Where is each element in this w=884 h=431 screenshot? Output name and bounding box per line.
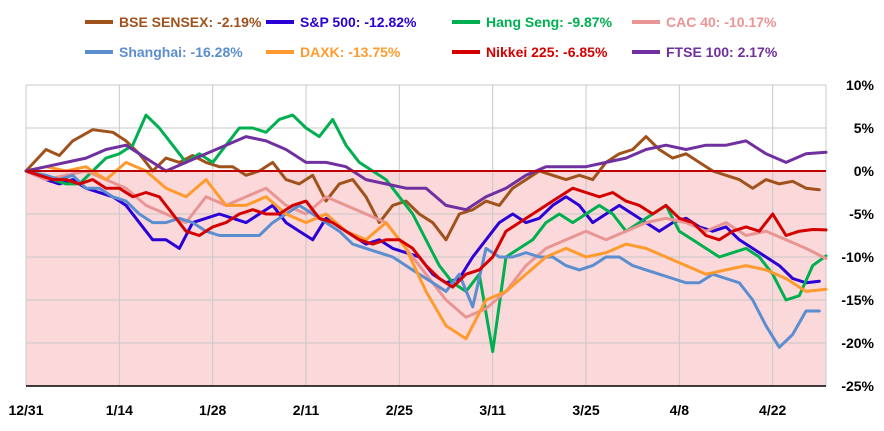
y-tick-label: -5% — [849, 206, 874, 222]
x-tick-label: 3/11 — [479, 402, 506, 418]
series-line — [24, 169, 828, 289]
y-tick-label: 5% — [854, 120, 875, 136]
series-line — [24, 160, 828, 341]
x-tick-label: 2/25 — [386, 402, 413, 418]
x-tick-label: 12/31 — [8, 402, 43, 418]
series-line — [24, 113, 828, 354]
series-line — [24, 169, 821, 349]
y-tick-label: 0% — [854, 163, 875, 179]
y-tick-label: -10% — [841, 249, 874, 265]
series-line — [24, 128, 821, 242]
x-tick-label: 4/8 — [670, 402, 690, 418]
series-line — [24, 135, 828, 212]
y-tick-label: -25% — [841, 378, 874, 394]
legend-label: Hang Seng: -9.87% — [486, 14, 613, 30]
x-tick-label: 1/14 — [106, 402, 133, 418]
y-axis: 10% 5% 0% -5% -10% -15% -20% -25% — [841, 77, 874, 394]
x-tick-label: 3/25 — [572, 402, 599, 418]
y-tick-label: 10% — [846, 77, 875, 93]
series-lines — [24, 113, 828, 354]
y-tick-label: -15% — [841, 292, 874, 308]
legend-label: DAXK: -13.75% — [300, 44, 401, 60]
x-tick-label: 2/11 — [293, 402, 320, 418]
x-tick-label: 1/28 — [199, 402, 226, 418]
legend: BSE SENSEX: -2.19% S&P 500: -12.82% Hang S… — [85, 14, 778, 60]
legend-label: FTSE 100: 2.17% — [666, 44, 778, 60]
legend-label: CAC 40: -10.17% — [666, 14, 777, 30]
legend-label: Shanghai: -16.28% — [119, 44, 243, 60]
x-tick-label: 4/22 — [759, 402, 786, 418]
y-tick-label: -20% — [841, 335, 874, 351]
legend-label: S&P 500: -12.82% — [300, 14, 417, 30]
legend-label: BSE SENSEX: -2.19% — [119, 14, 262, 30]
legend-label: Nikkei 225: -6.85% — [486, 44, 608, 60]
x-axis: 12/31 1/14 1/28 2/11 2/25 3/11 3/25 4/8 4/22 — [8, 385, 826, 418]
series-line — [24, 169, 828, 319]
